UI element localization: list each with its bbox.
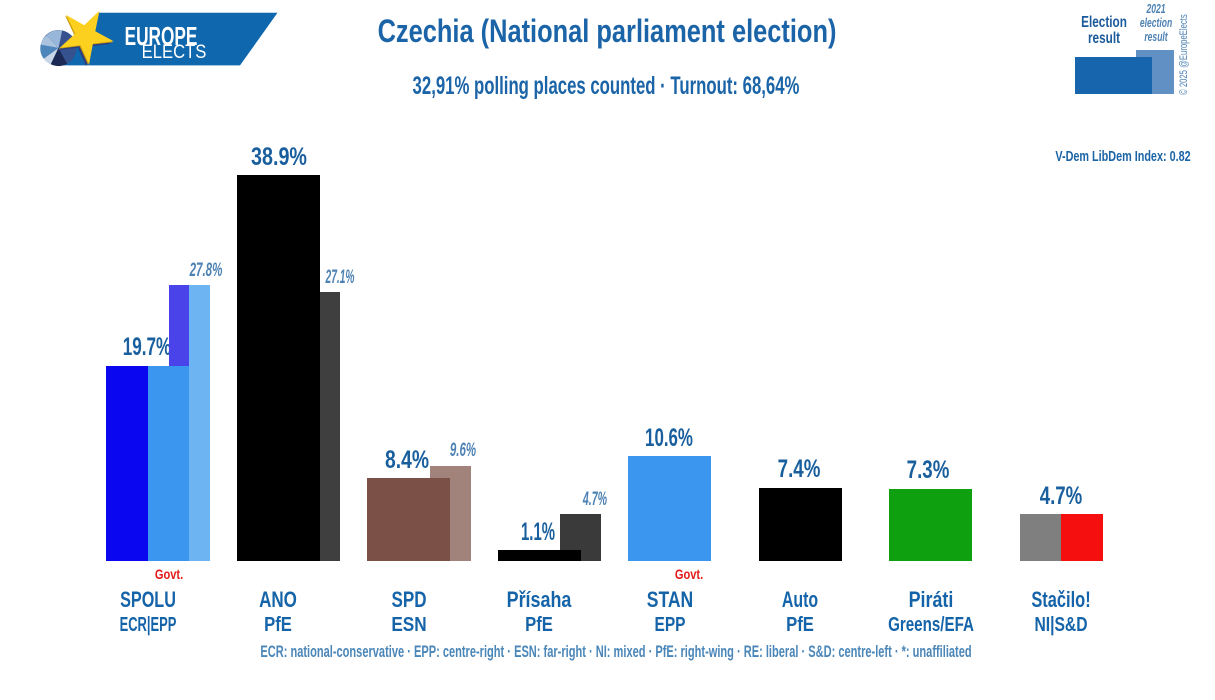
svg-text:EUROPE: EUROPE — [125, 22, 198, 51]
svg-text:ELECTS: ELECTS — [142, 41, 207, 62]
